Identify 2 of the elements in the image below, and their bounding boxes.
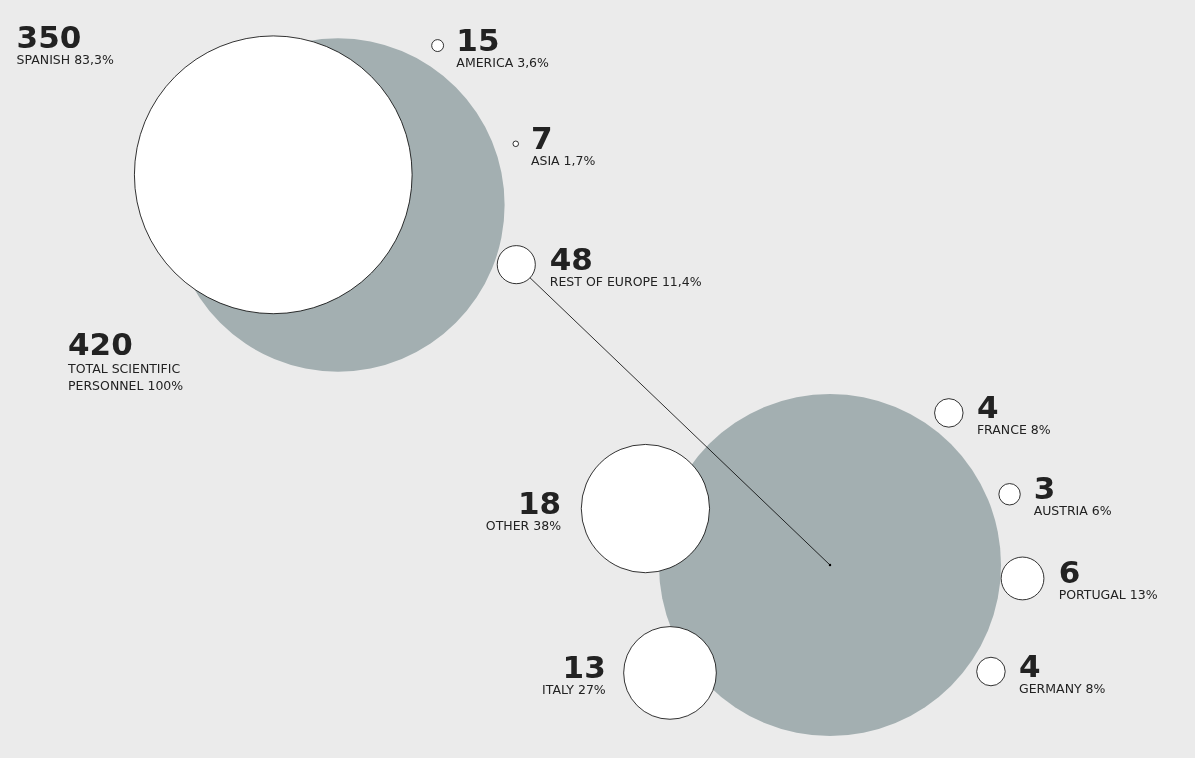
category-label: TOTAL SCIENTIFIC PERSONNEL 100% — [67, 361, 184, 393]
data-label: 420 — [68, 326, 133, 362]
